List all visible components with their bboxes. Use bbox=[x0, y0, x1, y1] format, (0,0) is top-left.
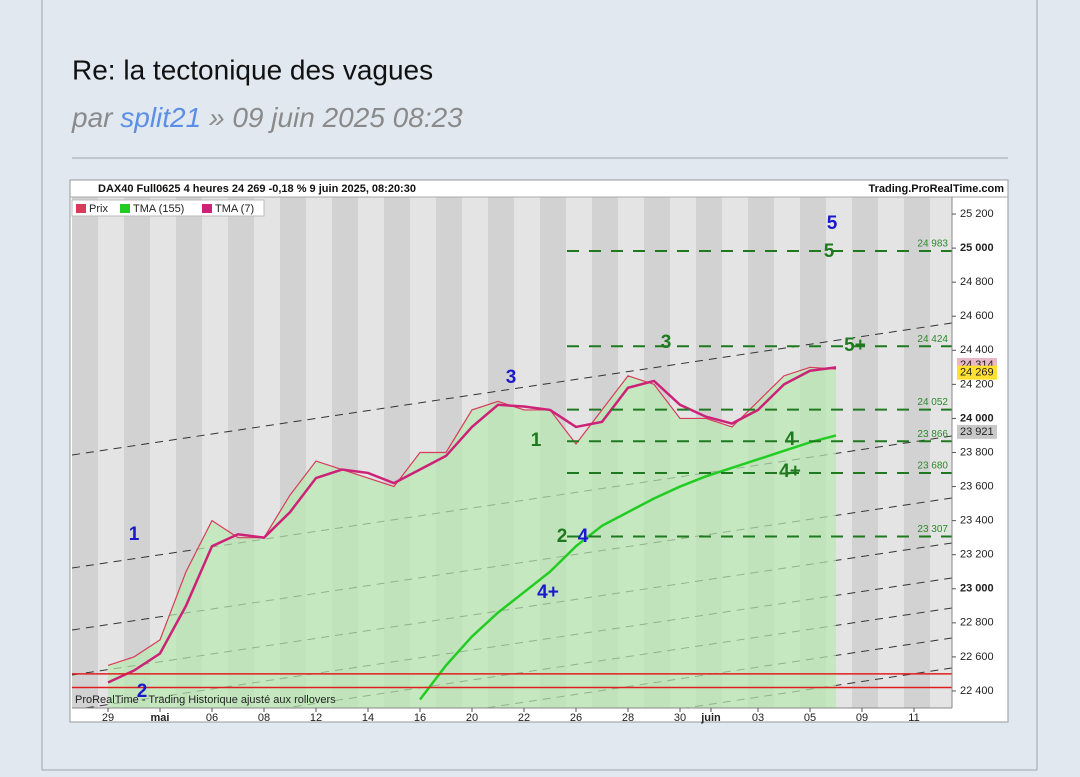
wave-label: 2 bbox=[557, 526, 568, 547]
x-tick-label: 22 bbox=[518, 712, 530, 724]
price-area bbox=[108, 367, 836, 708]
y-tick-label: 22 800 bbox=[960, 617, 994, 629]
stripe bbox=[124, 197, 150, 708]
x-tick-label: 12 bbox=[310, 712, 322, 724]
x-tick-label: 06 bbox=[206, 712, 218, 724]
price-tag bbox=[957, 365, 997, 380]
y-tick-label: 23 200 bbox=[960, 549, 994, 561]
chart-title: DAX40 Full0625 4 heures 24 269 -0,18 % 9… bbox=[98, 183, 416, 195]
y-tick-label: 22 400 bbox=[960, 685, 994, 697]
wave-label: 5 bbox=[827, 213, 838, 234]
wave-label: 3 bbox=[506, 367, 517, 388]
level-label: 24 052 bbox=[917, 397, 948, 408]
stripe bbox=[852, 197, 878, 708]
x-tick-label: 26 bbox=[570, 712, 582, 724]
price-tag-label: 23 921 bbox=[960, 426, 994, 438]
level-label: 24 983 bbox=[917, 239, 948, 250]
x-tick-label: 14 bbox=[362, 712, 374, 724]
series-line bbox=[419, 434, 837, 701]
y-tick-label: 23 800 bbox=[960, 446, 994, 458]
legend-label: TMA (155) bbox=[133, 203, 184, 215]
x-tick-label: 28 bbox=[622, 712, 634, 724]
author-link[interactable]: split21 bbox=[120, 102, 201, 133]
wave-label: 4 bbox=[578, 526, 589, 547]
x-tick-label: 29 bbox=[102, 712, 114, 724]
stripe bbox=[98, 197, 124, 708]
wave-label: 4+ bbox=[779, 461, 801, 482]
stripe bbox=[72, 197, 98, 708]
by: par bbox=[71, 102, 114, 133]
y-tick-label: 24 400 bbox=[960, 344, 994, 356]
x-tick-label: 05 bbox=[804, 712, 816, 724]
y-tick-label: 25 000 bbox=[960, 242, 994, 254]
x-tick-label: 11 bbox=[908, 712, 919, 724]
y-tick-label: 24 200 bbox=[960, 378, 994, 390]
x-tick-label: 30 bbox=[674, 712, 686, 724]
x-tick-label: 16 bbox=[414, 712, 426, 724]
level-label: 24 424 bbox=[917, 334, 948, 345]
x-tick-label: 09 bbox=[856, 712, 868, 724]
y-tick-label: 23 000 bbox=[960, 583, 994, 595]
post-meta: par split21 » 09 juin 2025 08:23 bbox=[71, 102, 463, 133]
legend-label: TMA (7) bbox=[215, 203, 254, 215]
y-tick-label: 23 600 bbox=[960, 480, 994, 492]
legend-swatch bbox=[120, 204, 130, 213]
x-tick-label: 20 bbox=[466, 712, 478, 724]
y-tick-label: 24 600 bbox=[960, 310, 994, 322]
wave-label: 5 bbox=[824, 241, 835, 262]
level-label: 23 680 bbox=[917, 461, 948, 472]
y-tick-label: 24 000 bbox=[960, 412, 994, 424]
y-tick-label: 24 800 bbox=[960, 276, 994, 288]
wave-label: 1 bbox=[531, 430, 542, 451]
wave-label: 1 bbox=[129, 524, 140, 545]
series-line bbox=[107, 366, 837, 666]
price-tag-label: 24 269 bbox=[960, 367, 994, 379]
wave-label: 5+ bbox=[844, 335, 866, 356]
level-label: 23 866 bbox=[917, 429, 948, 440]
price-tag bbox=[957, 424, 997, 439]
post-title[interactable]: Re: la tectonique des vagues bbox=[72, 54, 433, 85]
wave-label: 2 bbox=[137, 681, 148, 702]
legend-label: Prix bbox=[89, 203, 108, 215]
x-tick-label: 03 bbox=[752, 712, 764, 724]
y-tick-label: 23 400 bbox=[960, 515, 994, 527]
x-tick-label: mai bbox=[151, 712, 170, 724]
legend-swatch bbox=[76, 204, 86, 213]
series-line bbox=[107, 366, 837, 684]
stripe bbox=[878, 197, 904, 708]
y-tick-label: 25 200 bbox=[960, 208, 994, 220]
y-tick-label: 22 600 bbox=[960, 651, 994, 663]
x-tick-label: 08 bbox=[258, 712, 270, 724]
stripe bbox=[904, 197, 930, 708]
chart-source: Trading.ProRealTime.com bbox=[868, 183, 1004, 195]
legend-swatch bbox=[202, 204, 212, 213]
x-tick-label: juin bbox=[700, 712, 721, 724]
date: » 09 juin 2025 08:23 bbox=[209, 102, 463, 133]
wave-label: 4+ bbox=[537, 582, 559, 603]
level-label: 23 307 bbox=[917, 524, 948, 535]
wave-label: 3 bbox=[661, 332, 672, 353]
wave-label: 4 bbox=[785, 429, 796, 450]
chart-footer: ProRealTime - Trading Historique ajusté … bbox=[75, 694, 336, 706]
